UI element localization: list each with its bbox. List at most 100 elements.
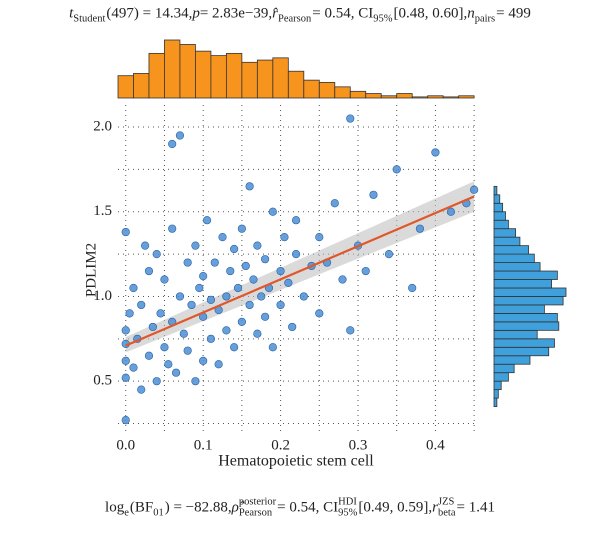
point xyxy=(210,258,219,267)
point xyxy=(140,241,150,250)
subtitle-segment: = 499 xyxy=(496,5,531,21)
x-tick-label: 0.0 xyxy=(116,437,135,453)
caption-segment: 01 xyxy=(153,507,164,518)
point xyxy=(137,300,146,310)
caption-segment: Pearson xyxy=(239,507,273,518)
subtitle-segment: t xyxy=(69,5,74,21)
caption-segment: JZS xyxy=(438,496,455,507)
x-tick-label: 0.3 xyxy=(349,437,368,453)
point xyxy=(175,131,185,140)
point xyxy=(129,283,138,293)
right-histogram-bar xyxy=(493,304,545,314)
point xyxy=(148,322,157,332)
point xyxy=(168,224,177,233)
point xyxy=(171,368,181,377)
point xyxy=(121,373,130,382)
y-tick-label: 0.5 xyxy=(93,373,112,389)
top-histogram-bar xyxy=(380,95,398,99)
caption-segment: 95% xyxy=(338,507,358,518)
right-histogram-bar xyxy=(493,211,506,221)
subtitle-segment: Student xyxy=(73,13,105,24)
top-histogram-bar xyxy=(210,55,227,99)
right-histogram-bar xyxy=(493,397,498,407)
point xyxy=(218,233,227,242)
right-histogram-bar xyxy=(493,380,502,391)
point xyxy=(222,326,231,335)
point xyxy=(415,224,425,233)
top-histogram-bar xyxy=(241,61,258,99)
point xyxy=(291,216,301,225)
point xyxy=(191,241,200,250)
top-histogram-bar xyxy=(148,52,165,99)
point xyxy=(260,312,270,321)
point xyxy=(206,334,216,343)
point xyxy=(237,317,246,326)
right-histogram-bar xyxy=(493,194,501,204)
caption-segment: = 1.41 xyxy=(456,499,494,515)
point xyxy=(369,190,378,199)
top-histogram-bar xyxy=(396,93,413,99)
point xyxy=(288,322,297,332)
point xyxy=(183,346,192,355)
x-tick-label: 0.4 xyxy=(426,437,445,453)
x-axis-label: Hematopoietic stem cell xyxy=(218,453,374,470)
subtitle-text: t Student (497) = 14.34, p = 2.83e−39, r̂… xyxy=(69,5,531,24)
point xyxy=(222,292,231,301)
caption-segment: beta xyxy=(438,507,456,518)
subtitle-segment: pairs xyxy=(475,13,495,24)
point xyxy=(129,363,138,372)
y-axis-label: PDLIM2 xyxy=(83,243,99,297)
point xyxy=(179,329,188,338)
point xyxy=(280,233,289,242)
right-histogram-bar xyxy=(493,321,560,331)
point xyxy=(233,283,243,293)
right-histogram-bar xyxy=(493,185,498,196)
right-histogram-bar xyxy=(493,296,564,306)
point xyxy=(168,139,177,149)
point xyxy=(276,266,285,276)
point xyxy=(121,356,130,365)
top-histogram-bar xyxy=(458,95,475,99)
right-histogram-bar xyxy=(493,346,550,357)
top-histogram-bar xyxy=(349,90,367,99)
subtitle-segment: n xyxy=(467,5,475,21)
point xyxy=(470,185,479,194)
top-histogram-bar xyxy=(365,93,382,99)
y-tick-label: 1.0 xyxy=(93,288,112,304)
point xyxy=(187,300,196,310)
caption-segment: ) = −82.88, xyxy=(165,499,232,515)
right-histogram-bar xyxy=(493,287,567,297)
point xyxy=(230,244,239,254)
point xyxy=(230,343,239,352)
caption-segment: HDI xyxy=(338,496,357,507)
top-histogram-bar xyxy=(442,96,460,99)
subtitle-segment: = 0.54, CI xyxy=(312,5,373,21)
subtitle-segment: (497) = 14.34, xyxy=(106,5,192,21)
point xyxy=(260,255,270,264)
point xyxy=(152,377,161,386)
point xyxy=(330,199,339,208)
caption-segment: posterior xyxy=(239,496,277,507)
top-histogram-bar xyxy=(225,52,243,99)
point xyxy=(446,207,456,216)
point xyxy=(156,309,165,318)
top-histogram-bar xyxy=(272,57,289,99)
right-histogram-bar xyxy=(493,355,531,365)
top-histogram-bar xyxy=(318,81,336,99)
right-histogram-bar xyxy=(493,312,558,323)
subtitle-segment: Pearson xyxy=(278,13,312,24)
caption-segment: e xyxy=(124,507,129,518)
point xyxy=(199,356,208,365)
top-histogram-bar xyxy=(195,50,212,99)
caption-segment: [0.49, 0.59], xyxy=(358,499,432,515)
point xyxy=(276,300,285,310)
point xyxy=(315,309,324,318)
top-histogram-bar xyxy=(164,39,181,99)
caption-segment: (BF xyxy=(130,499,153,515)
top-histogram-bar xyxy=(179,44,196,99)
point xyxy=(175,292,185,301)
point xyxy=(144,351,154,360)
point xyxy=(384,249,394,259)
subtitle-segment: r̂ xyxy=(272,5,278,21)
